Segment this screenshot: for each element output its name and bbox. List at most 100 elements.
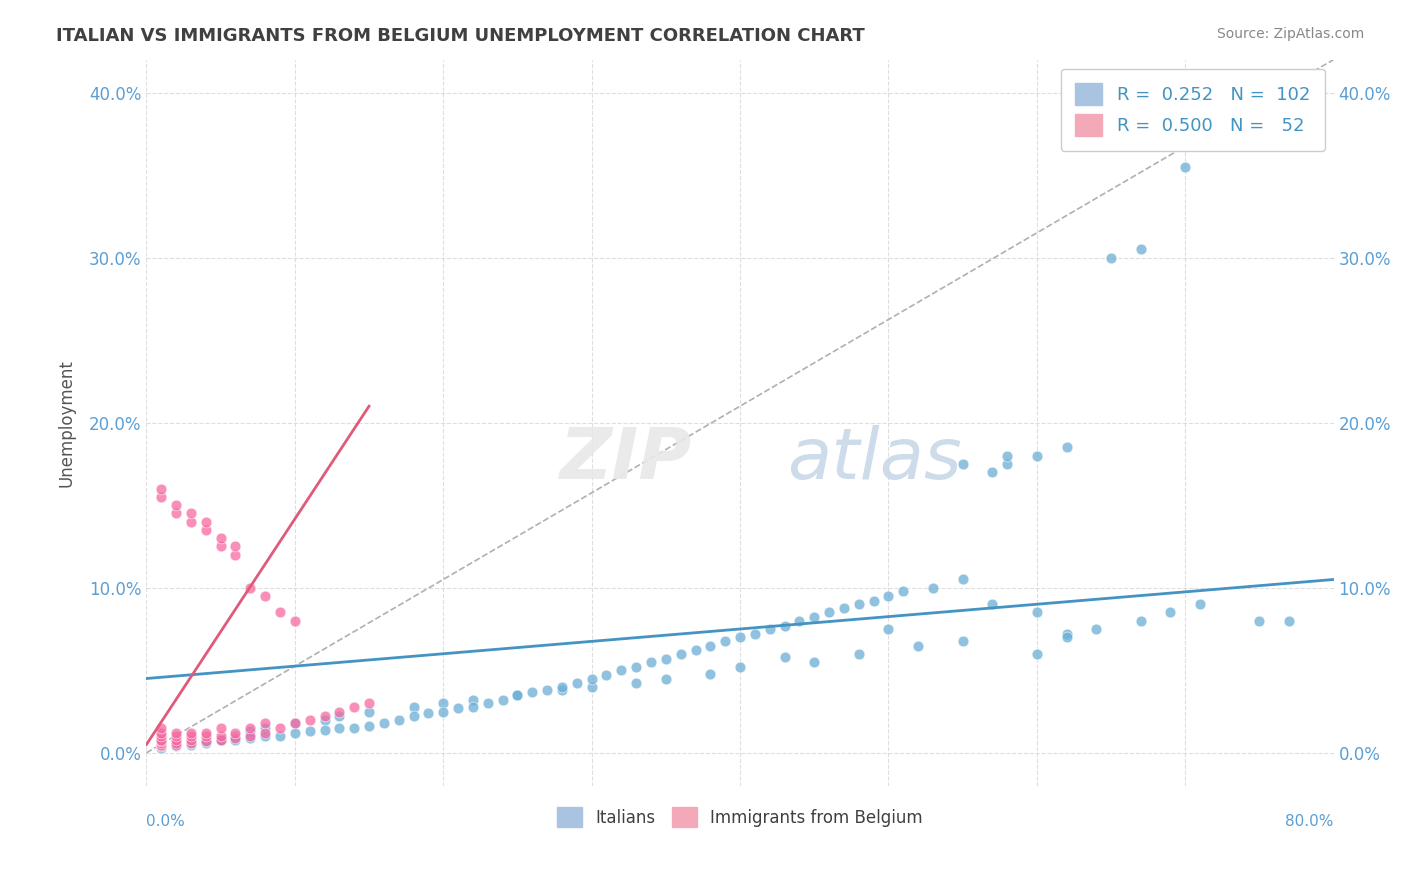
Point <box>284 614 307 628</box>
Point <box>284 716 307 731</box>
Point <box>150 734 173 748</box>
Point <box>1129 614 1152 628</box>
Point <box>314 709 336 723</box>
Point <box>194 734 217 748</box>
Point <box>1056 441 1078 455</box>
Point <box>239 731 262 745</box>
Point <box>269 721 291 735</box>
Point <box>284 716 307 731</box>
Point <box>922 581 945 595</box>
Point <box>254 716 277 731</box>
Point <box>150 738 173 752</box>
Point <box>1159 606 1181 620</box>
Point <box>209 531 232 545</box>
Point <box>714 633 737 648</box>
Point <box>461 699 484 714</box>
Point <box>165 739 187 754</box>
Point <box>209 732 232 747</box>
Point <box>239 581 262 595</box>
Point <box>565 676 588 690</box>
Point <box>165 498 187 512</box>
Point <box>447 701 470 715</box>
Point <box>728 660 751 674</box>
Point <box>952 457 974 471</box>
Point <box>314 713 336 727</box>
Point <box>522 684 544 698</box>
Point <box>165 732 187 747</box>
Point <box>150 490 173 504</box>
Point <box>150 482 173 496</box>
Point <box>224 540 246 554</box>
Point <box>269 729 291 743</box>
Point <box>1085 622 1108 636</box>
Point <box>165 729 187 743</box>
Point <box>165 726 187 740</box>
Point <box>1025 449 1047 463</box>
Point <box>254 726 277 740</box>
Point <box>165 738 187 752</box>
Point <box>254 589 277 603</box>
Point <box>506 688 529 702</box>
Point <box>877 622 900 636</box>
Point <box>194 515 217 529</box>
Point <box>165 507 187 521</box>
Point <box>328 709 350 723</box>
Point <box>314 723 336 737</box>
Point <box>150 729 173 743</box>
Point <box>150 721 173 735</box>
Point <box>150 732 173 747</box>
Point <box>773 650 796 665</box>
Point <box>150 738 173 752</box>
Point <box>224 729 246 743</box>
Point <box>239 724 262 739</box>
Point <box>506 688 529 702</box>
Point <box>655 672 678 686</box>
Point <box>669 647 692 661</box>
Point <box>862 594 884 608</box>
Point <box>180 732 202 747</box>
Point <box>981 597 1004 611</box>
Point <box>194 734 217 748</box>
Point <box>269 606 291 620</box>
Point <box>284 726 307 740</box>
Point <box>209 732 232 747</box>
Point <box>254 721 277 735</box>
Point <box>1099 251 1122 265</box>
Point <box>848 647 870 661</box>
Point <box>418 706 440 721</box>
Point <box>254 729 277 743</box>
Point <box>402 699 425 714</box>
Point <box>150 740 173 755</box>
Point <box>981 465 1004 479</box>
Text: Source: ZipAtlas.com: Source: ZipAtlas.com <box>1216 27 1364 41</box>
Point <box>803 610 825 624</box>
Point <box>1056 630 1078 644</box>
Point <box>758 622 780 636</box>
Point <box>373 716 395 731</box>
Point <box>343 721 366 735</box>
Point <box>180 726 202 740</box>
Point <box>209 732 232 747</box>
Point <box>891 584 914 599</box>
Point <box>1249 614 1271 628</box>
Point <box>328 721 350 735</box>
Text: ZIP: ZIP <box>561 425 693 493</box>
Point <box>180 729 202 743</box>
Point <box>581 680 603 694</box>
Point <box>1278 614 1301 628</box>
Point <box>581 672 603 686</box>
Point <box>165 738 187 752</box>
Text: ITALIAN VS IMMIGRANTS FROM BELGIUM UNEMPLOYMENT CORRELATION CHART: ITALIAN VS IMMIGRANTS FROM BELGIUM UNEMP… <box>56 27 865 45</box>
Point <box>1056 627 1078 641</box>
Point <box>624 676 647 690</box>
Point <box>952 573 974 587</box>
Point <box>773 618 796 632</box>
Point <box>402 709 425 723</box>
Point <box>551 683 574 698</box>
Point <box>357 696 380 710</box>
Point <box>432 696 454 710</box>
Point <box>239 721 262 735</box>
Point <box>224 731 246 745</box>
Point <box>343 699 366 714</box>
Point <box>818 606 841 620</box>
